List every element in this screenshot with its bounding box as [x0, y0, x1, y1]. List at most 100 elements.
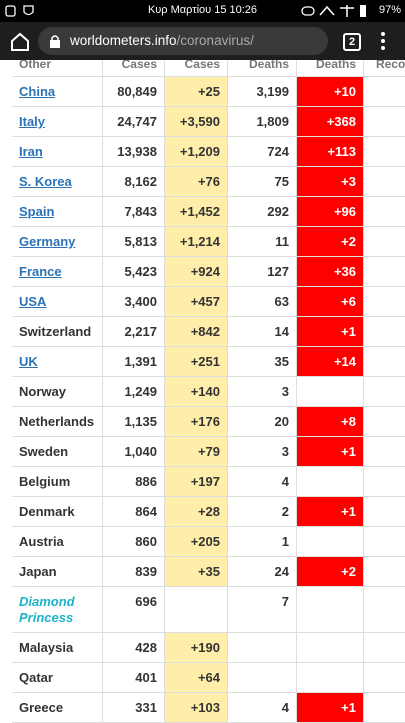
header-cell: Cases [165, 47, 228, 77]
url-path: /coronavirus/ [176, 33, 254, 48]
new-deaths-cell: +1 [297, 317, 364, 347]
new-deaths-cell: +368 [297, 107, 364, 137]
country-cell[interactable]: USA [12, 287, 103, 317]
country-cell: Netherlands [12, 407, 103, 437]
total-cases-cell: 3,400 [103, 287, 165, 317]
country-cell[interactable]: China [12, 77, 103, 107]
total-cases-cell: 886 [103, 467, 165, 497]
recovered-cell [364, 197, 405, 227]
new-cases-cell: +76 [165, 167, 228, 197]
country-cell[interactable]: S. Korea [12, 167, 103, 197]
tab-switcher[interactable]: 2 [343, 33, 361, 51]
total-deaths-cell: 75 [228, 167, 297, 197]
country-cell: Greece [12, 693, 103, 723]
recovered-cell [364, 437, 405, 467]
battery: 97% [378, 4, 401, 16]
total-cases-cell: 80,849 [103, 77, 165, 107]
new-cases-cell: +79 [165, 437, 228, 467]
total-deaths-cell: 24 [228, 557, 297, 587]
country-cell[interactable]: Germany [12, 227, 103, 257]
new-cases-cell: +842 [165, 317, 228, 347]
recovered-cell [364, 633, 405, 663]
recovered-cell [364, 693, 405, 723]
total-deaths-cell: 7 [228, 587, 297, 633]
new-deaths-cell: +2 [297, 557, 364, 587]
total-deaths-cell: 4 [228, 693, 297, 723]
new-deaths-cell: +3 [297, 167, 364, 197]
total-deaths-cell: 3,199 [228, 77, 297, 107]
new-cases-cell: +205 [165, 527, 228, 557]
recovered-cell [364, 77, 405, 107]
url-text: worldometers.info/coronavirus/ [70, 27, 254, 55]
new-deaths-cell: +1 [297, 497, 364, 527]
recovered-cell [364, 377, 405, 407]
total-cases-cell: 839 [103, 557, 165, 587]
total-cases-cell: 864 [103, 497, 165, 527]
country-cell: Japan [12, 557, 103, 587]
country-cell: Malaysia [12, 633, 103, 663]
new-cases-cell: +3,590 [165, 107, 228, 137]
total-deaths-cell: 14 [228, 317, 297, 347]
total-deaths-cell: 1 [228, 527, 297, 557]
new-deaths-cell: +113 [297, 137, 364, 167]
country-cell[interactable]: Italy [12, 107, 103, 137]
new-cases-cell: +190 [165, 633, 228, 663]
total-cases-cell: 13,938 [103, 137, 165, 167]
new-deaths-cell [297, 663, 364, 693]
total-deaths-cell: 1,809 [228, 107, 297, 137]
header-cell: Other [12, 47, 103, 77]
recovered-cell [364, 257, 405, 287]
new-deaths-cell: +2 [297, 227, 364, 257]
recovered-cell [364, 587, 405, 633]
address-bar[interactable]: worldometers.info/coronavirus/ [38, 27, 328, 55]
new-cases-cell: +1,452 [165, 197, 228, 227]
home-button[interactable] [8, 30, 32, 54]
total-deaths-cell: 2 [228, 497, 297, 527]
status-icons [5, 5, 34, 17]
menu-button[interactable] [379, 29, 387, 53]
total-cases-cell: 8,162 [103, 167, 165, 197]
browser-toolbar: worldometers.info/coronavirus/ 2 [0, 22, 405, 60]
recovered-cell [364, 287, 405, 317]
total-cases-cell: 7,843 [103, 197, 165, 227]
country-cell: Qatar [12, 663, 103, 693]
recovered-cell [364, 227, 405, 257]
total-deaths-cell: 63 [228, 287, 297, 317]
new-cases-cell: +28 [165, 497, 228, 527]
total-cases-cell: 860 [103, 527, 165, 557]
header-cell: Deaths [297, 47, 364, 77]
new-deaths-cell [297, 587, 364, 633]
country-cell[interactable]: Iran [12, 137, 103, 167]
country-cell: Austria [12, 527, 103, 557]
total-deaths-cell: 3 [228, 377, 297, 407]
country-cell[interactable]: France [12, 257, 103, 287]
recovered-cell [364, 557, 405, 587]
new-cases-cell: +924 [165, 257, 228, 287]
recovered-cell [364, 317, 405, 347]
new-cases-cell: +1,209 [165, 137, 228, 167]
total-cases-cell: 401 [103, 663, 165, 693]
lock-icon [50, 35, 60, 48]
new-deaths-cell: +96 [297, 197, 364, 227]
new-deaths-cell [297, 527, 364, 557]
country-cell[interactable]: Spain [12, 197, 103, 227]
new-cases-cell [165, 587, 228, 633]
recovered-cell [364, 467, 405, 497]
new-cases-cell: +64 [165, 663, 228, 693]
new-cases-cell: +103 [165, 693, 228, 723]
new-deaths-cell [297, 467, 364, 497]
new-deaths-cell: +36 [297, 257, 364, 287]
total-deaths-cell: 20 [228, 407, 297, 437]
new-cases-cell: +251 [165, 347, 228, 377]
recovered-cell [364, 137, 405, 167]
total-cases-cell: 696 [103, 587, 165, 633]
recovered-cell [364, 497, 405, 527]
country-cell: Belgium [12, 467, 103, 497]
total-deaths-cell: 35 [228, 347, 297, 377]
country-cell[interactable]: UK [12, 347, 103, 377]
clock: Κυρ Μαρτίου 15 10:26 [147, 4, 258, 16]
country-cell: Switzerland [12, 317, 103, 347]
total-cases-cell: 24,747 [103, 107, 165, 137]
